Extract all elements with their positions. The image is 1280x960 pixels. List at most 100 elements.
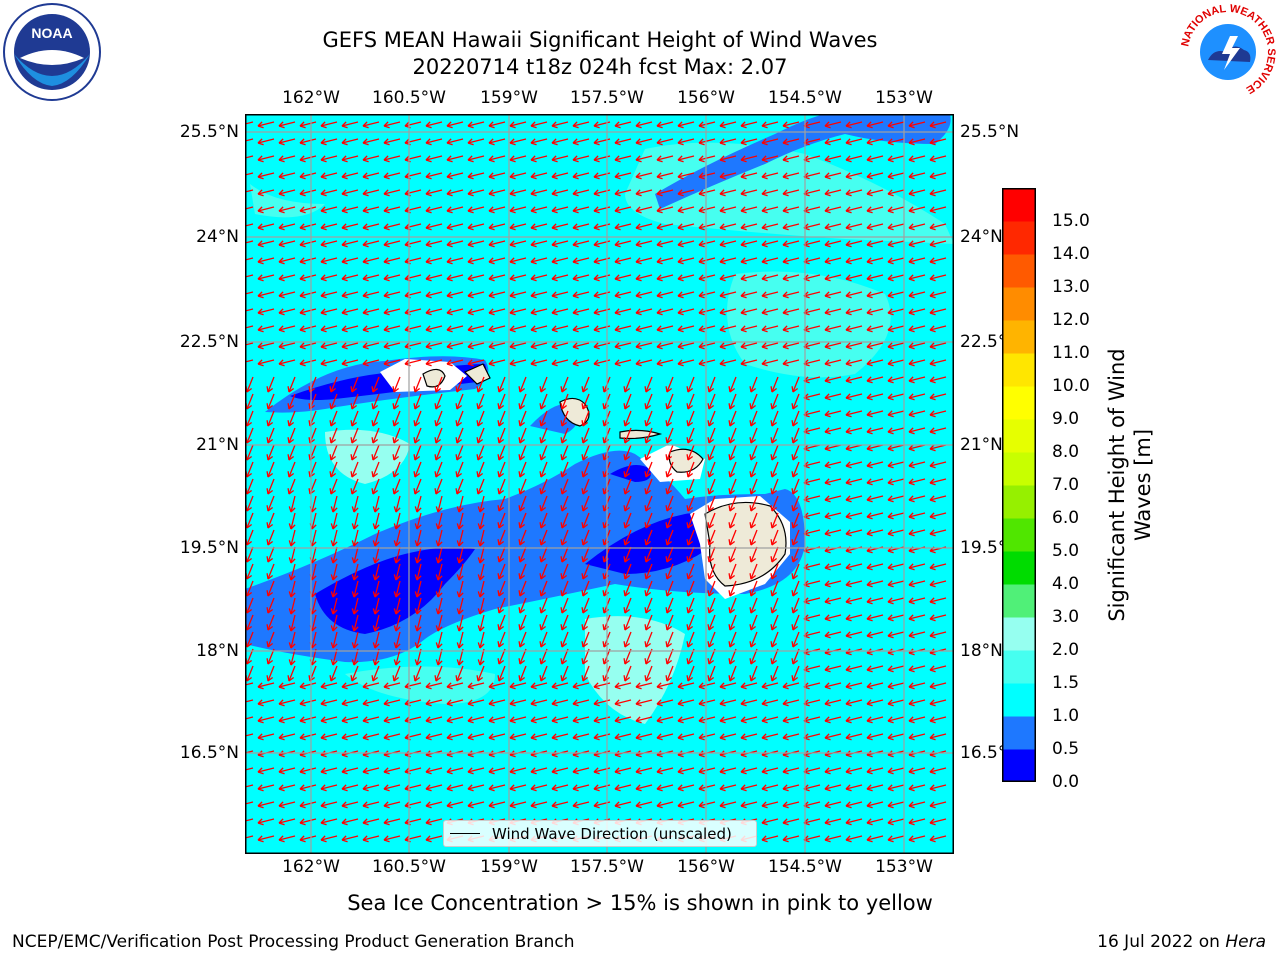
direction-arrow-head [614,291,621,299]
direction-arrow [708,461,716,478]
direction-arrow-head [761,359,768,367]
direction-arrow [299,155,317,161]
direction-arrow-head [560,641,568,648]
direction-arrow [446,733,464,739]
direction-arrow-head [530,121,537,129]
direction-arrow [792,546,800,563]
direction-arrow [866,801,884,807]
direction-arrow-head [530,138,537,146]
direction-arrow [435,376,443,393]
direction-arrow-head [908,818,915,826]
direction-arrow-head [299,733,306,741]
direction-arrow-head [287,471,295,478]
direction-arrow-head [477,523,485,530]
direction-arrow-head [740,223,747,231]
direction-arrow [362,716,380,722]
direction-arrow-head [635,121,642,129]
direction-arrow [458,529,464,547]
direction-arrow [458,563,464,581]
direction-arrow-head [908,835,915,843]
direction-arrow-head [392,420,400,427]
direction-arrow [887,784,905,790]
direction-arrow [267,665,275,682]
direction-arrow-head [749,573,757,580]
direction-arrow [824,801,842,807]
direction-arrow-head [488,716,495,724]
direction-arrow-head [602,437,610,444]
direction-arrow [362,699,380,705]
direction-arrow-head [351,523,359,530]
direction-arrow-head [845,342,852,350]
direction-arrow-head [383,206,390,214]
direction-arrow [278,359,296,365]
direction-arrow [551,682,569,688]
direction-arrow [719,291,737,297]
direction-arrow [887,478,905,484]
direction-arrow-head [677,240,684,248]
direction-arrow-head [686,437,694,444]
lon-tick-top: 153°W [875,88,933,108]
direction-arrow [624,444,632,461]
direction-arrow [362,155,380,161]
direction-arrow-head [572,138,579,146]
direction-arrow-head [707,454,715,461]
direction-arrow [299,325,317,331]
direction-arrow [729,478,737,495]
direction-arrow [908,478,926,484]
direction-arrow [656,733,674,739]
direction-arrow-head [518,505,526,512]
direction-arrow [656,206,674,212]
direction-arrow-head [341,240,348,248]
direction-arrow-head [614,342,621,350]
direction-arrow-head [749,590,757,597]
direction-arrow-head [341,818,348,826]
direction-arrow-head [257,240,264,248]
direction-arrow-head [320,359,327,367]
direction-arrow [341,274,359,280]
direction-arrow-head [299,240,306,248]
direction-arrow-head [362,716,369,724]
direction-arrow-head [278,359,285,367]
direction-arrow-head [414,642,422,649]
direction-arrow [425,223,443,229]
direction-arrow-head [329,454,337,461]
direction-arrow [561,665,569,682]
direction-arrow-head [435,523,443,530]
direction-arrow-head [686,641,694,648]
direction-arrow-head [677,308,684,316]
direction-arrow [341,257,359,263]
direction-arrow [635,342,653,348]
direction-arrow-head [362,240,369,248]
direction-arrow [771,376,779,393]
direction-arrow-head [320,155,327,163]
direction-arrow-head [581,505,589,512]
direction-arrow [330,393,338,410]
direction-arrow-head [330,557,338,564]
direction-arrow-head [740,767,747,775]
direction-arrow [456,393,464,410]
direction-arrow-head [362,325,369,333]
direction-arrow-head [677,699,684,707]
direction-arrow [257,121,275,127]
sea-ice-note: Sea Ice Concentration > 15% is shown in … [347,891,933,915]
direction-arrow [299,733,317,739]
direction-arrow-head [446,155,453,163]
direction-arrow [416,546,422,564]
direction-arrow-head [383,359,390,367]
direction-arrow [341,342,359,348]
direction-arrow-head [635,699,642,707]
direction-arrow [708,376,716,393]
direction-arrow-head [656,223,663,231]
direction-arrow [458,614,464,632]
graticule [245,114,954,854]
direction-arrow [761,189,779,195]
lat-tick-left: 16.5°N [179,743,239,763]
direction-arrow [614,291,632,297]
direction-arrow [887,495,905,501]
direction-arrow [824,376,842,382]
direction-arrow [845,257,863,263]
direction-arrow-head [572,155,579,163]
direction-arrow [761,801,779,807]
direction-arrow [771,461,779,478]
direction-arrow [341,206,359,212]
